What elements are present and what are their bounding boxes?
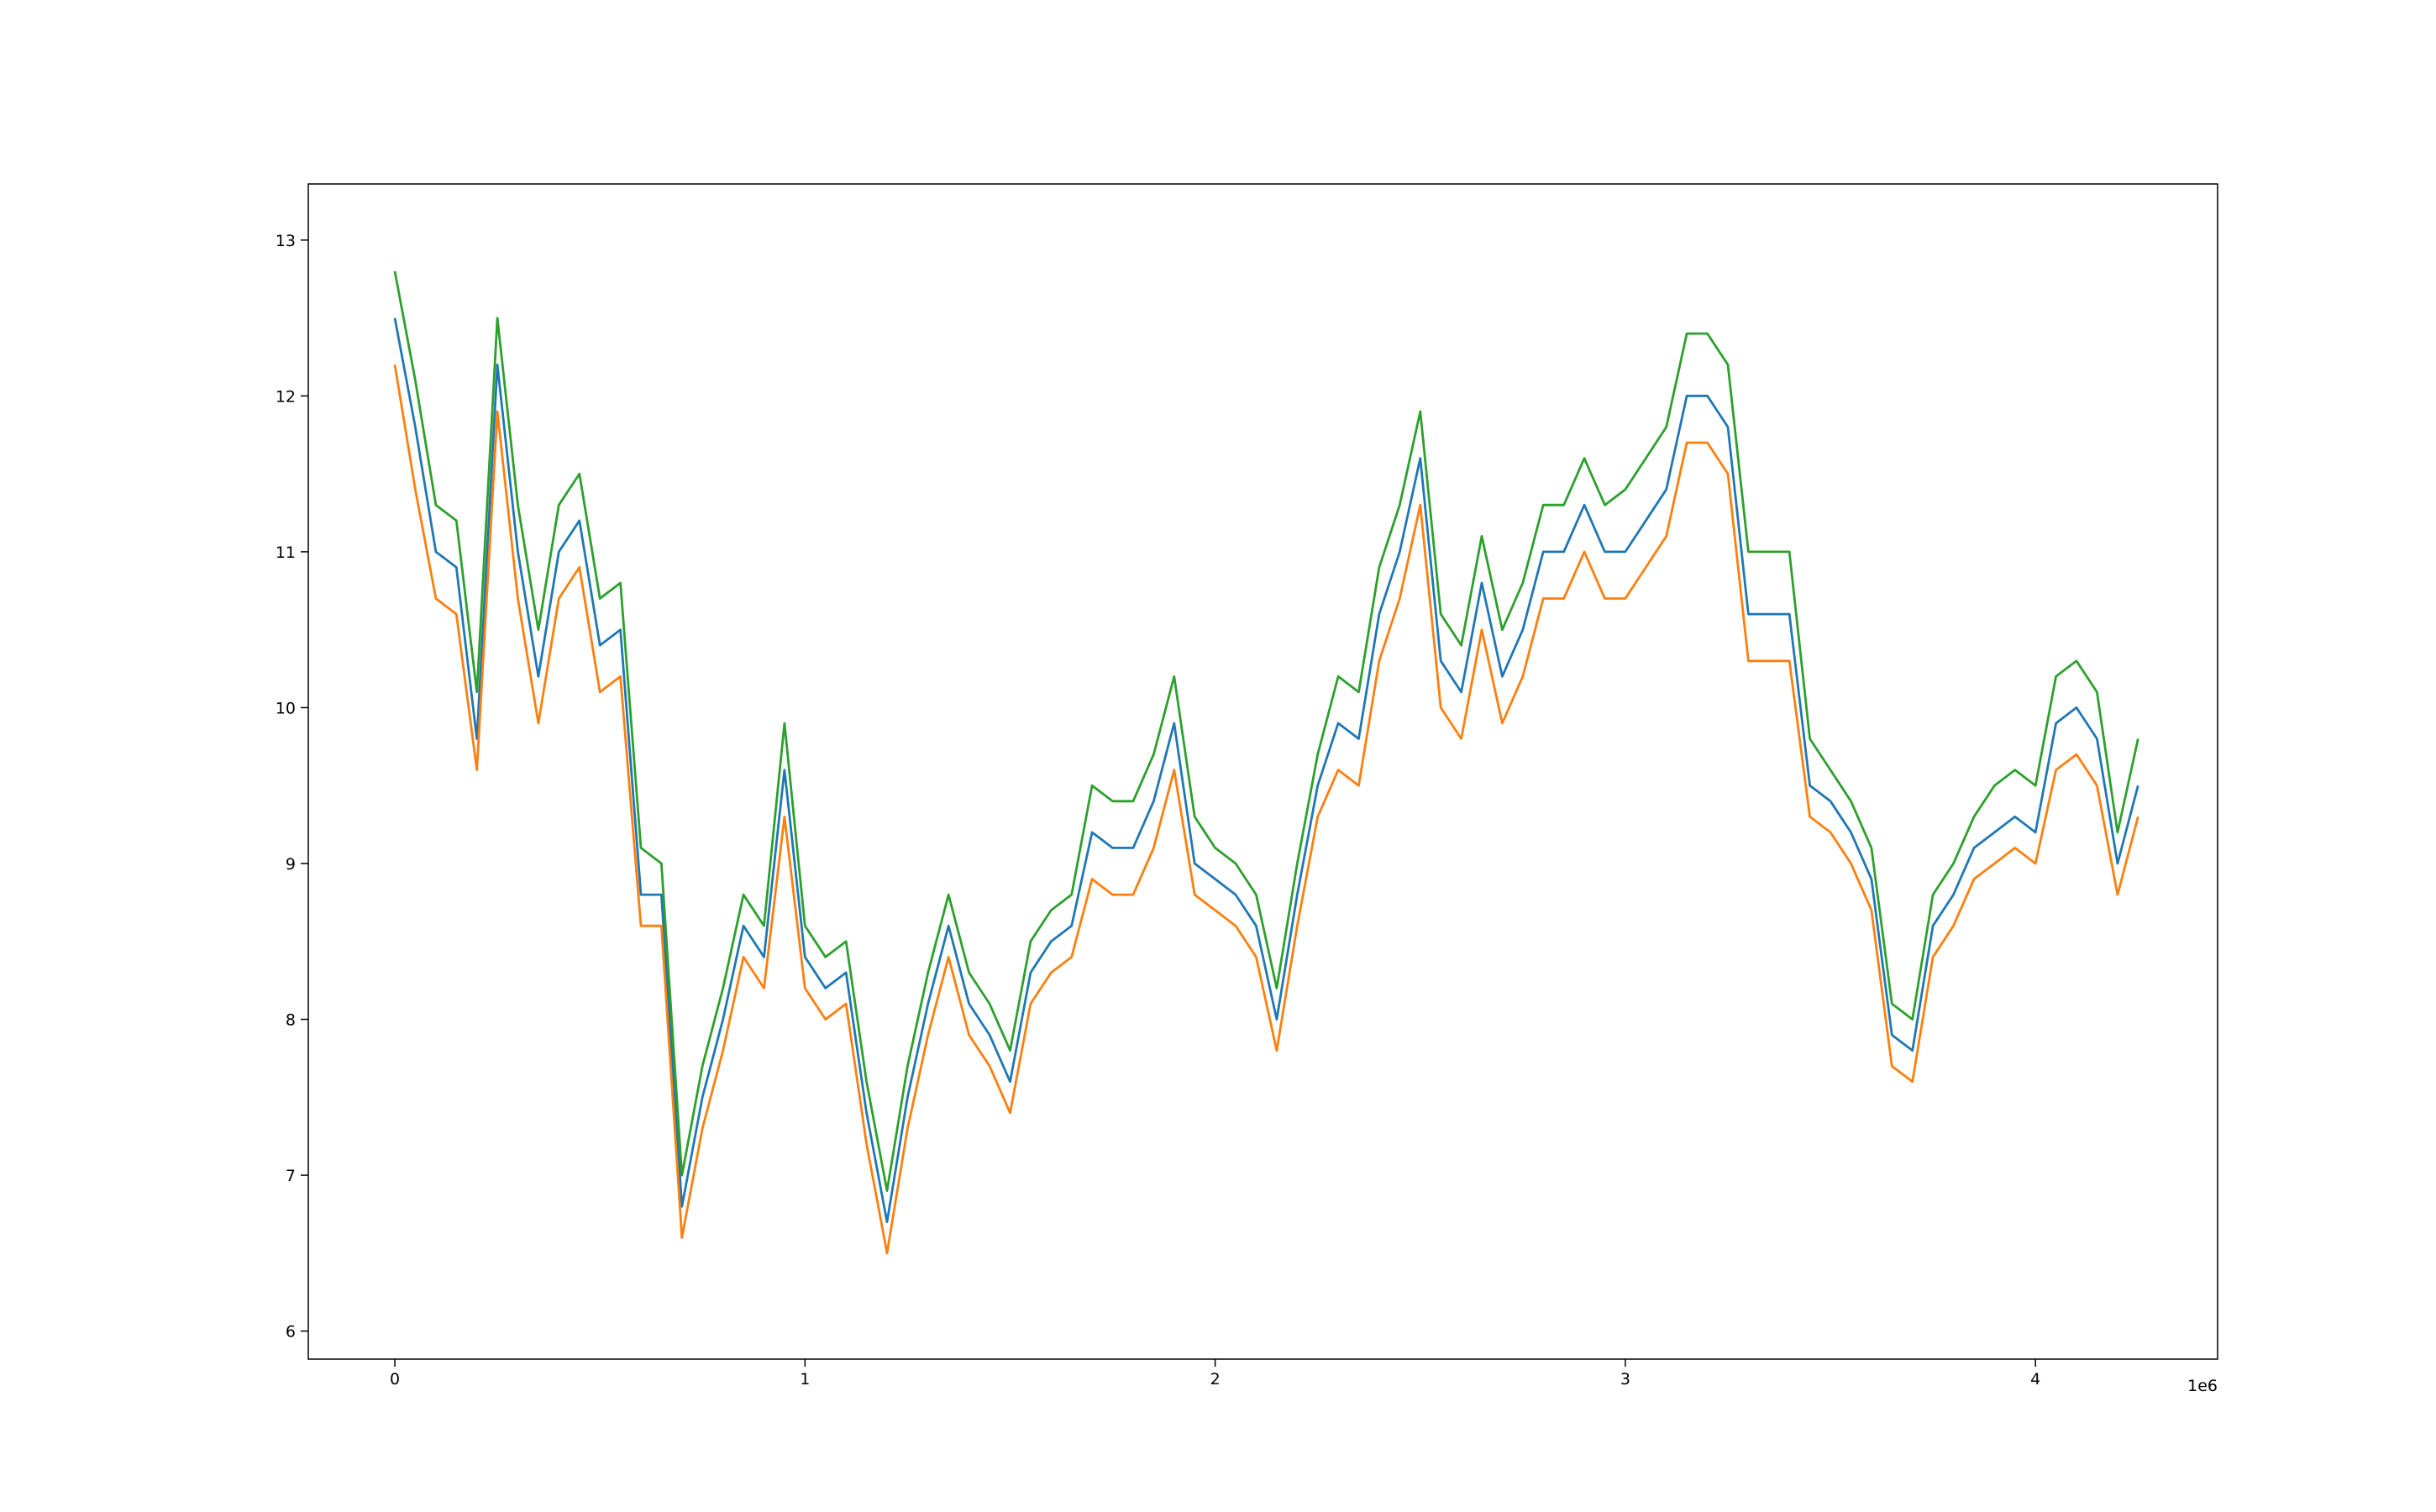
x-tick-label: 3 (1620, 1370, 1630, 1389)
line-series (393, 270, 2139, 1192)
y-tick-label: 13 (276, 232, 296, 250)
axes-frame (307, 183, 2218, 1360)
x-tick-label: 2 (1210, 1370, 1221, 1389)
y-tick-label: 6 (286, 1323, 296, 1341)
x-tick-label: 0 (390, 1370, 400, 1389)
y-tick-label: 7 (286, 1167, 296, 1185)
y-tick-label: 12 (276, 387, 296, 406)
line-series (393, 364, 2139, 1255)
y-tick-label: 10 (276, 699, 296, 717)
y-tick-label: 8 (286, 1011, 296, 1030)
x-tick-label: 4 (2030, 1370, 2040, 1389)
y-tick-label: 9 (286, 855, 296, 874)
x-tick-label: 1 (800, 1370, 810, 1389)
line-series (393, 318, 2139, 1224)
y-tick-label: 11 (276, 543, 296, 562)
x-offset-label: 1e6 (2187, 1377, 2218, 1395)
